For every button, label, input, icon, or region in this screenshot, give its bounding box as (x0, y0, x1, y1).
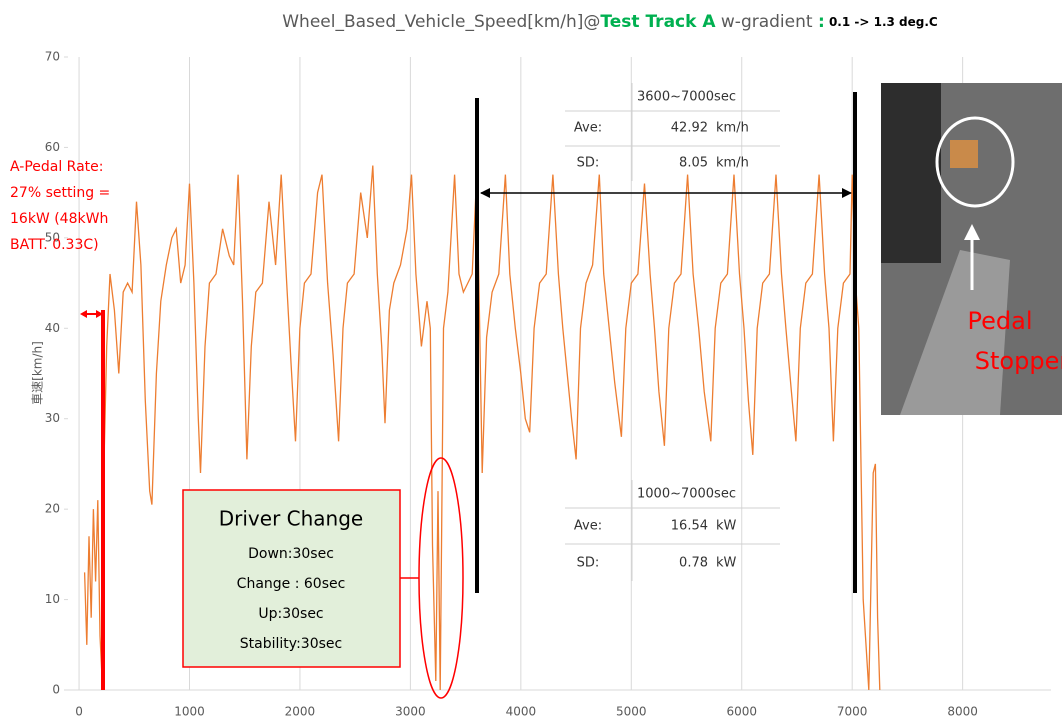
x-tick-label: 7000 (837, 705, 868, 719)
arrow-head (480, 188, 490, 198)
x-tick-label: 5000 (616, 705, 647, 719)
y-tick-label: 20 (45, 502, 60, 516)
x-tick-label: 6000 (726, 705, 757, 719)
box-title: Driver Change (219, 507, 363, 531)
title-part: Test Track A (600, 12, 716, 32)
chart: Wheel_Based_Vehicle_Speed[km/h]@Test Tra… (0, 0, 1062, 720)
x-tick-label: 1000 (174, 705, 205, 719)
y-tick-label: 70 (45, 50, 60, 64)
photo-label: Stopper (975, 347, 1062, 375)
x-tick-label: 0 (75, 705, 83, 719)
photo-shade (881, 83, 941, 263)
x-tick-label: 3000 (395, 705, 426, 719)
table-cell: km/h (716, 121, 749, 136)
chart-title: Wheel_Based_Vehicle_Speed[km/h]@Test Tra… (282, 12, 938, 32)
pedal-note: A-Pedal Rate: (10, 159, 104, 175)
y-tick-label: 30 (45, 411, 60, 425)
y-tick-label: 60 (45, 140, 60, 154)
title-part: w-gradient (716, 12, 818, 32)
x-tick-label: 4000 (506, 705, 537, 719)
photo-label: Pedal (968, 307, 1033, 335)
pedal-note: 16kW (48kWh (10, 211, 108, 227)
table-cell: km/h (716, 156, 749, 171)
arrow-head (80, 310, 87, 318)
pedal-note: BATT. 0.33C) (10, 237, 99, 253)
table-cell: 0.78 (679, 556, 708, 571)
x-tick-label: 2000 (285, 705, 316, 719)
title-part: 0.1 -> 1.3 deg.C (825, 15, 938, 29)
table-cell: 42.92 (671, 121, 708, 136)
box-line: Change : 60sec (237, 576, 346, 592)
annotations: A-Pedal Rate: 27% setting = 16kW (48kWh BAT… (10, 83, 1062, 698)
box-line: Stability:30sec (240, 636, 342, 652)
y-axis-label: 車速[km/h] (31, 341, 45, 405)
title-part: : (818, 12, 825, 32)
table-cell: SD: (577, 556, 600, 571)
box-line: Down:30sec (248, 546, 334, 562)
title-part: Wheel_Based_Vehicle_Speed[km/h]@ (282, 12, 600, 32)
arrow-head (842, 188, 852, 198)
table-cell: kW (716, 519, 737, 534)
table-cell: 16.54 (671, 519, 708, 534)
table-cell: kW (716, 556, 737, 571)
pedal-note: 27% setting = (10, 185, 110, 201)
y-tick-label: 40 (45, 321, 60, 335)
table-cell: Ave: (574, 519, 602, 534)
table-header: 1000~7000sec (637, 487, 736, 502)
table-cell: 8.05 (679, 156, 708, 171)
photo-stopper (950, 140, 978, 168)
y-tick-label: 10 (45, 592, 60, 606)
y-tick-label: 0 (52, 683, 60, 697)
x-tick-label: 8000 (947, 705, 978, 719)
box-line: Up:30sec (258, 606, 323, 622)
table-cell: Ave: (574, 121, 602, 136)
table-header: 3600~7000sec (637, 90, 736, 105)
table-cell: SD: (577, 156, 600, 171)
